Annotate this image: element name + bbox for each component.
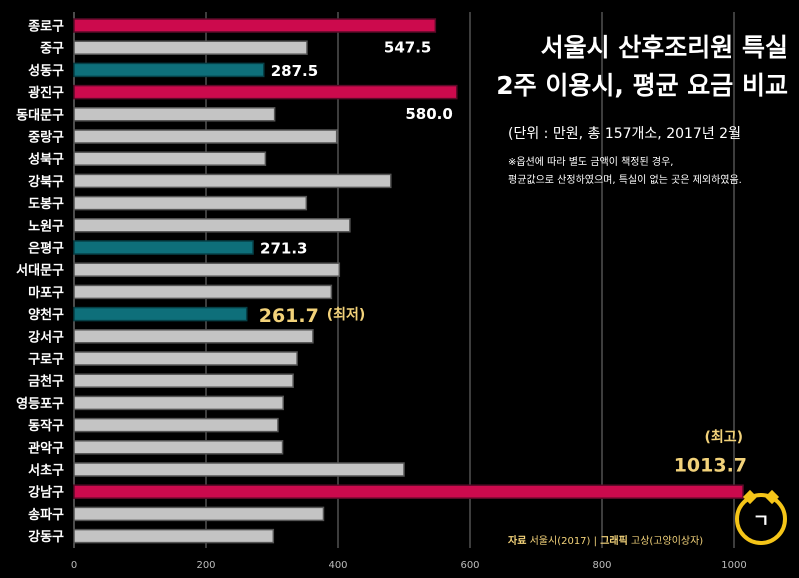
- category-label-종로구: 종로구: [28, 20, 64, 35]
- x-tick-label-1000: 1000: [721, 560, 746, 571]
- x-tick-label-400: 400: [328, 560, 347, 571]
- bar-강남구: [73, 484, 744, 499]
- source-credit: 자료 서울시(2017) | 그래픽 고상(고양이상자): [508, 536, 704, 547]
- bar-관악구: [73, 440, 284, 455]
- bar-양천구: [73, 306, 248, 322]
- category-label-영등포구: 영등포구: [16, 397, 64, 412]
- note-line2: 평균값으로 산정하였으며, 특실이 없는 곳은 제외하였음.: [508, 175, 742, 186]
- unit-caption: (단위 : 만원, 총 157개소, 2017년 2월: [508, 126, 741, 142]
- data-label-종로구: 547.5: [384, 39, 431, 57]
- source-value: 서울시(2017): [529, 536, 591, 547]
- graphic-label: 그래픽: [600, 536, 628, 547]
- bar-광진구: [73, 84, 458, 100]
- bar-강북구: [73, 173, 392, 189]
- category-label-강남구: 강남구: [28, 485, 64, 501]
- bar-마포구: [73, 284, 333, 300]
- category-label-성동구: 성동구: [28, 64, 64, 79]
- category-label-강서구: 강서구: [28, 329, 64, 345]
- x-tick-label-800: 800: [592, 560, 611, 571]
- graphic-value: 고상(고양이상자): [631, 536, 704, 547]
- category-label-구로구: 구로구: [28, 353, 64, 368]
- category-label-강동구: 강동구: [28, 529, 64, 545]
- category-label-서초구: 서초구: [28, 464, 64, 479]
- bar-강동구: [73, 528, 275, 544]
- bar-노원구: [73, 218, 351, 233]
- bar-성동구: [73, 62, 265, 78]
- min-marker-label: (최저): [327, 307, 366, 323]
- bar-강서구: [73, 329, 314, 344]
- category-label-광진구: 광진구: [28, 85, 64, 101]
- bar-영등포구: [73, 395, 284, 411]
- bar-은평구: [73, 240, 254, 255]
- bar-동작구: [73, 417, 279, 433]
- bar-서대문구: [73, 262, 341, 277]
- category-label-서대문구: 서대문구: [16, 264, 64, 279]
- bar-구로구: [73, 351, 298, 366]
- bar-중구: [73, 40, 308, 55]
- category-label-강북구: 강북구: [28, 174, 64, 190]
- bar-중랑구: [73, 129, 338, 144]
- max-marker-label: (최고): [704, 430, 743, 446]
- category-label-동대문구: 동대문구: [16, 108, 64, 123]
- x-tick-label-600: 600: [460, 560, 479, 571]
- chart-title-line2: 2주 이용시, 평균 요금 비교: [496, 71, 788, 100]
- bar-송파구: [73, 506, 325, 522]
- logo-glyph: ㄱ: [752, 511, 770, 532]
- data-label-광진구: 580.0: [405, 105, 452, 123]
- category-label-은평구: 은평구: [28, 241, 64, 257]
- chart-title-line1: 서울시 산후조리원 특실: [540, 33, 788, 62]
- bar-종로구: [73, 18, 437, 33]
- source-label: 자료: [508, 536, 527, 547]
- category-label-도봉구: 도봉구: [28, 197, 64, 212]
- category-label-송파구: 송파구: [28, 508, 64, 523]
- x-tick-label-0: 0: [71, 560, 77, 571]
- category-label-성북구: 성북구: [28, 153, 64, 168]
- category-label-중랑구: 중랑구: [28, 131, 64, 146]
- x-tick-label-200: 200: [196, 560, 215, 571]
- data-label-양천구: 261.7: [259, 305, 319, 327]
- bar-서초구: [73, 462, 405, 477]
- bar-도봉구: [73, 195, 308, 211]
- category-label-중구: 중구: [40, 42, 64, 57]
- bar-성북구: [73, 151, 267, 166]
- category-label-마포구: 마포구: [28, 285, 64, 301]
- category-label-동작구: 동작구: [28, 418, 64, 434]
- data-label-성동구: 287.5: [271, 62, 318, 80]
- category-label-관악구: 관악구: [28, 440, 64, 456]
- bar-금천구: [73, 373, 294, 388]
- data-label-강남구: 1013.7: [674, 455, 747, 477]
- data-label-은평구: 271.3: [260, 240, 307, 258]
- note-line1: ※옵션에 따라 별도 금액이 책정된 경우,: [508, 157, 674, 168]
- category-label-양천구: 양천구: [28, 308, 64, 323]
- category-label-노원구: 노원구: [28, 219, 64, 234]
- cat-logo-icon: ㄱ: [735, 489, 787, 545]
- category-label-금천구: 금천구: [28, 375, 64, 390]
- bar-동대문구: [73, 107, 276, 122]
